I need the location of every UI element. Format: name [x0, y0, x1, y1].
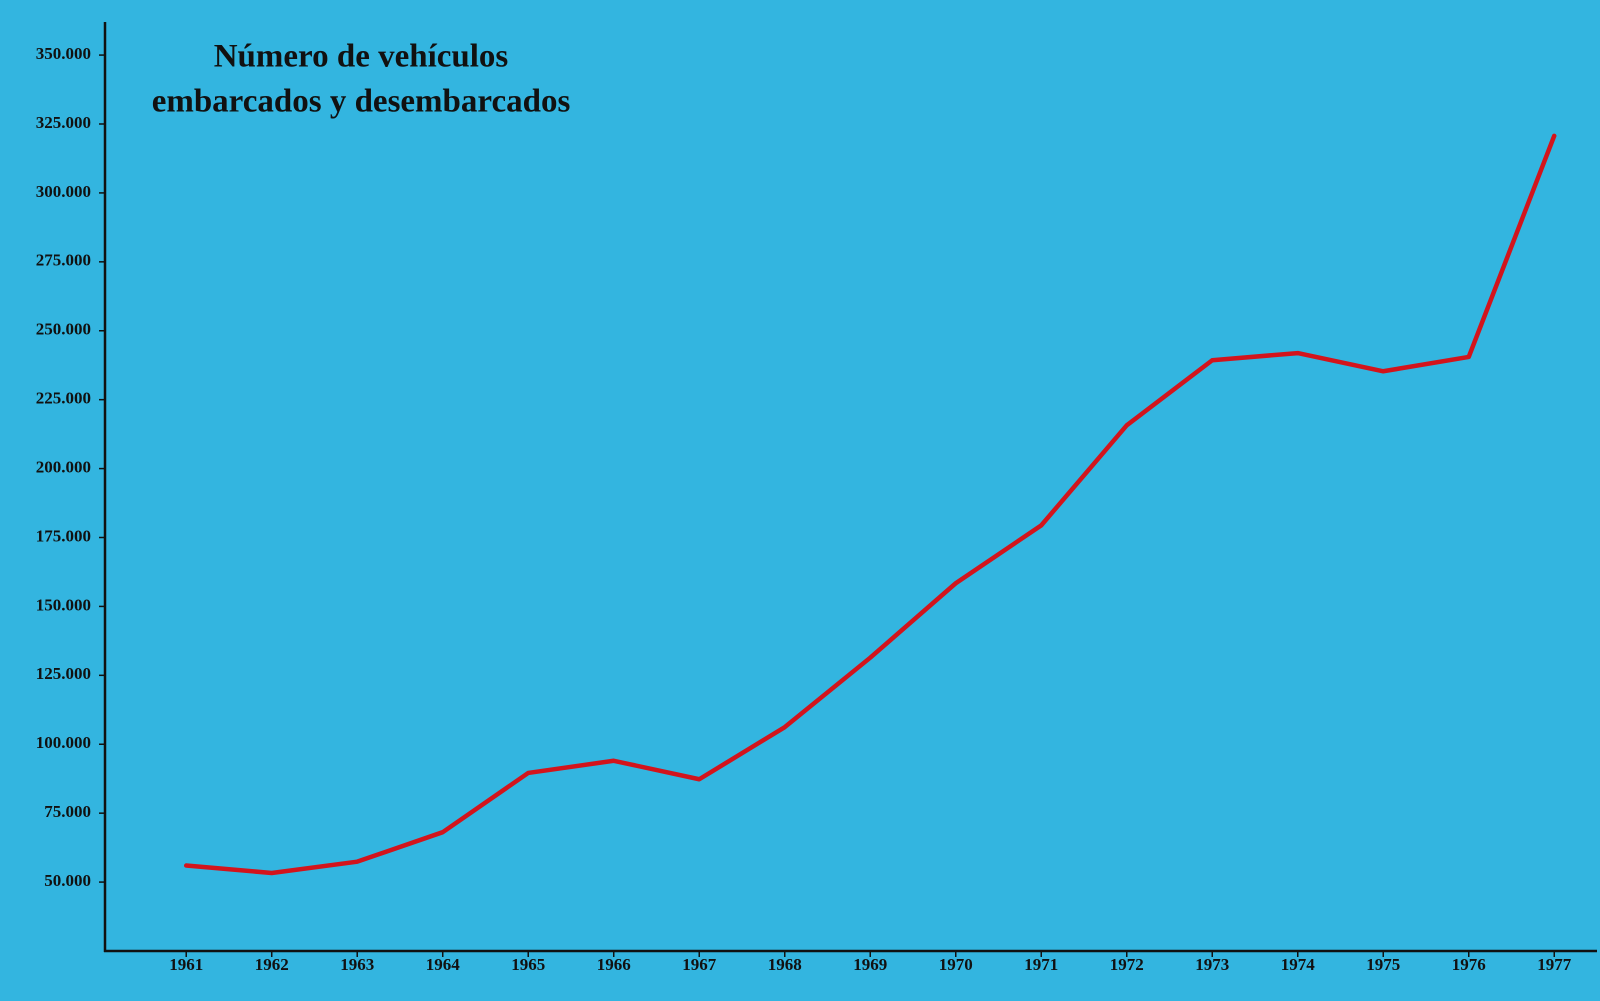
y-tick-label: 275.000	[36, 251, 91, 270]
x-tick-label: 1976	[1452, 955, 1486, 974]
y-tick-label: 325.000	[36, 113, 91, 132]
x-tick-label: 1972	[1110, 955, 1144, 974]
y-tick-label: 225.000	[36, 389, 91, 408]
y-tick-label: 100.000	[36, 733, 91, 752]
x-tick-label: 1962	[255, 955, 289, 974]
y-tick-label: 50.000	[44, 871, 91, 890]
x-tick-label: 1975	[1366, 955, 1400, 974]
x-tick-label: 1961	[169, 955, 203, 974]
x-tick-label: 1977	[1537, 955, 1572, 974]
x-tick-label: 1974	[1281, 955, 1316, 974]
y-tick-label: 350.000	[36, 44, 91, 63]
x-tick-label: 1968	[768, 955, 802, 974]
y-tick-label: 125.000	[36, 664, 91, 683]
y-tick-label: 300.000	[36, 182, 91, 201]
chart-title: Número de vehículos	[214, 39, 509, 75]
y-tick-label: 250.000	[36, 320, 91, 339]
x-tick-label: 1967	[682, 955, 717, 974]
y-tick-label: 200.000	[36, 457, 91, 476]
y-tick-label: 150.000	[36, 595, 91, 614]
x-tick-label: 1969	[853, 955, 887, 974]
y-tick-label: 75.000	[44, 802, 91, 821]
x-tick-label: 1966	[597, 955, 631, 974]
x-tick-label: 1971	[1024, 955, 1058, 974]
data-line	[183, 133, 1557, 876]
x-tick-label: 1973	[1195, 955, 1229, 974]
y-tick-label: 175.000	[36, 526, 91, 545]
chart-title: embarcados y desembarcados	[152, 84, 571, 120]
x-tick-label: 1970	[939, 955, 973, 974]
x-tick-label: 1963	[340, 955, 374, 974]
x-tick-label: 1964	[426, 955, 461, 974]
x-tick-label: 1965	[511, 955, 545, 974]
